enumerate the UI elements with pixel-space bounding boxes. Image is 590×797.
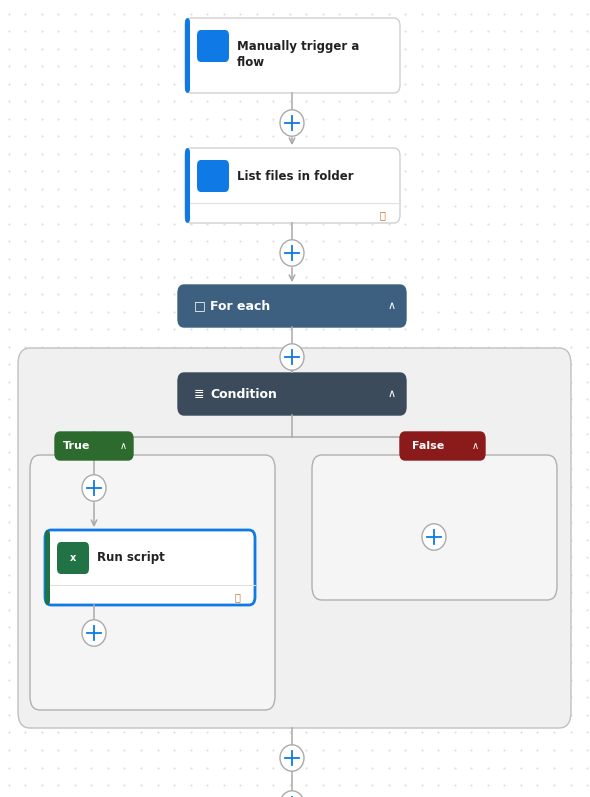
Text: ⛓: ⛓ [234,592,240,602]
FancyBboxPatch shape [400,432,485,460]
FancyBboxPatch shape [185,18,190,93]
Text: ∧: ∧ [471,441,478,451]
Ellipse shape [82,475,106,501]
Text: ∧: ∧ [388,301,396,311]
Text: For each: For each [210,300,270,312]
Ellipse shape [280,344,304,370]
Text: ≣: ≣ [194,387,205,401]
Text: ⛓: ⛓ [379,210,385,220]
FancyBboxPatch shape [197,160,229,192]
FancyBboxPatch shape [185,148,190,223]
Ellipse shape [280,240,304,266]
Text: ∧: ∧ [119,441,127,451]
FancyBboxPatch shape [185,148,400,223]
FancyBboxPatch shape [55,432,133,460]
Ellipse shape [280,745,304,771]
FancyBboxPatch shape [57,542,89,574]
FancyBboxPatch shape [197,30,229,62]
FancyBboxPatch shape [45,530,50,605]
Ellipse shape [280,791,304,797]
FancyBboxPatch shape [30,455,275,710]
Text: List files in folder: List files in folder [237,170,353,183]
Text: ∧: ∧ [388,389,396,399]
Text: Manually trigger a: Manually trigger a [237,40,359,53]
FancyBboxPatch shape [178,285,406,327]
Text: False: False [412,441,444,451]
Text: x: x [70,553,76,563]
FancyBboxPatch shape [18,348,571,728]
Ellipse shape [422,524,446,550]
FancyBboxPatch shape [45,530,255,605]
FancyBboxPatch shape [178,373,406,415]
Text: □: □ [194,300,206,312]
Text: flow: flow [237,56,265,69]
FancyBboxPatch shape [312,455,557,600]
Ellipse shape [280,110,304,136]
Text: Run script: Run script [97,552,165,564]
FancyBboxPatch shape [185,18,400,93]
Text: Condition: Condition [210,387,277,401]
Text: True: True [63,441,91,451]
Ellipse shape [82,620,106,646]
